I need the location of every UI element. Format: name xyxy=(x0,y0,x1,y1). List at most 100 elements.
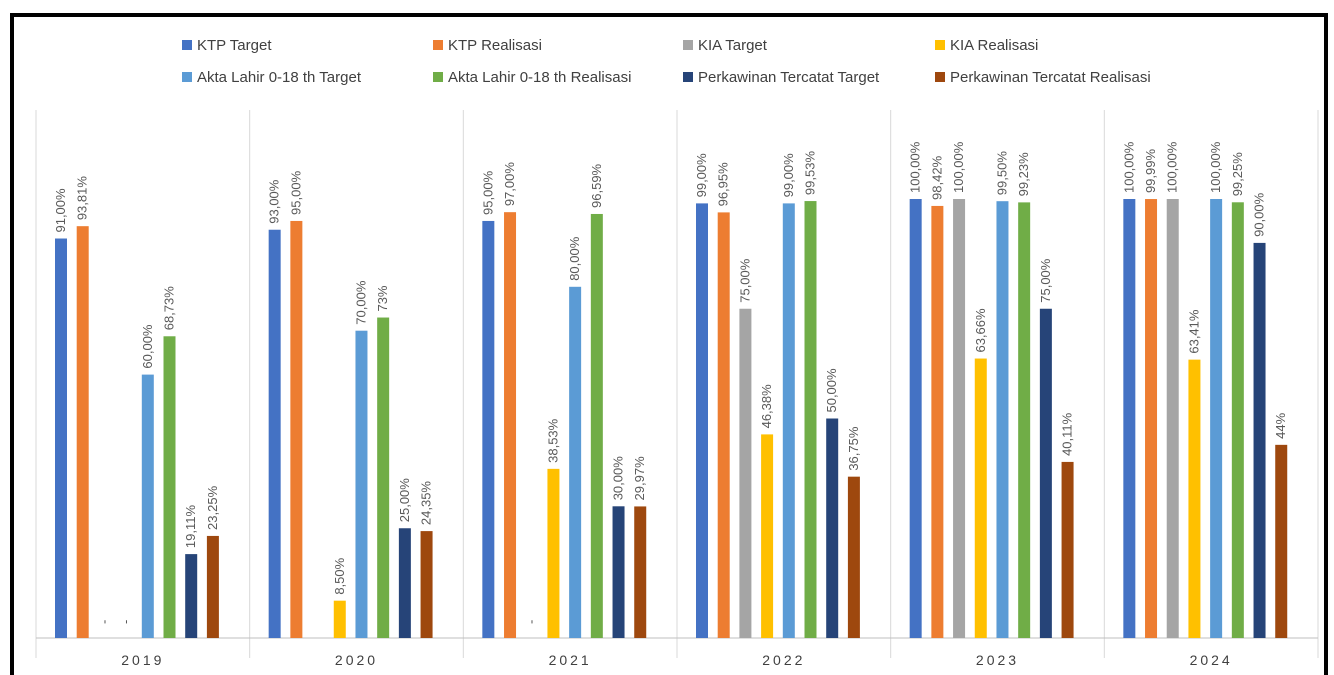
bar xyxy=(504,212,517,639)
legend-label: KTP Realisasi xyxy=(448,37,542,54)
bar xyxy=(185,554,198,638)
bar xyxy=(206,535,219,638)
bar xyxy=(1253,242,1266,638)
legend-swatch xyxy=(182,72,192,82)
bar xyxy=(1061,461,1074,638)
legend-swatch xyxy=(683,72,693,82)
data-label: 99,53% xyxy=(803,151,818,196)
bar xyxy=(804,201,817,638)
data-label: 100,00% xyxy=(908,141,923,193)
bar xyxy=(420,531,433,638)
data-label: 40,11% xyxy=(1060,412,1075,456)
bar xyxy=(1275,444,1288,638)
data-label: 75,00% xyxy=(737,258,752,303)
legend-swatch xyxy=(683,40,693,50)
data-label: 63,66% xyxy=(973,308,988,353)
data-label: - xyxy=(524,620,539,624)
data-label: 93,81% xyxy=(75,176,90,221)
x-tick-label: 2022 xyxy=(762,652,805,668)
data-label: 99,50% xyxy=(994,151,1009,196)
bar xyxy=(953,199,966,638)
data-label: 93,00% xyxy=(267,179,282,224)
bar xyxy=(1231,202,1244,639)
data-label: 90,00% xyxy=(1252,192,1267,237)
data-label: 25,00% xyxy=(397,478,412,523)
legend-label: KTP Target xyxy=(197,37,272,54)
bar xyxy=(739,308,752,638)
data-label: 99,00% xyxy=(781,153,796,198)
bar xyxy=(76,226,89,638)
x-tick-label: 2020 xyxy=(335,652,378,668)
bar xyxy=(1188,359,1201,638)
bar xyxy=(569,286,582,638)
bar xyxy=(782,203,795,638)
data-label: 44% xyxy=(1273,412,1288,438)
legend-label: KIA Realisasi xyxy=(950,37,1038,54)
data-label: 73% xyxy=(375,285,390,311)
legend-label: Akta Lahir 0-18 th Realisasi xyxy=(448,69,631,86)
bar xyxy=(996,201,1009,638)
bar xyxy=(141,374,154,638)
data-label: 99,99% xyxy=(1143,149,1158,194)
data-label: - xyxy=(118,620,133,624)
legend-label: Perkawinan Tercatat Target xyxy=(698,69,880,86)
x-tick-label: 2019 xyxy=(121,652,164,668)
bar xyxy=(1210,199,1223,638)
data-label: 70,00% xyxy=(353,280,368,325)
bar xyxy=(268,229,281,639)
data-label: 68,73% xyxy=(162,286,177,331)
bar xyxy=(1018,202,1031,638)
bar xyxy=(761,434,774,638)
x-tick-label: 2021 xyxy=(549,652,592,668)
bar xyxy=(547,468,560,638)
data-label: 46,38% xyxy=(759,384,774,429)
bar xyxy=(590,213,603,638)
data-label: 100,00% xyxy=(1121,141,1136,193)
data-label: 98,42% xyxy=(929,155,944,200)
data-label: 30,00% xyxy=(611,456,626,501)
data-label: 8,50% xyxy=(332,557,347,594)
data-label: 99,00% xyxy=(694,153,709,198)
legend-swatch xyxy=(935,40,945,50)
data-label: 80,00% xyxy=(567,236,582,281)
legend-swatch xyxy=(433,72,443,82)
x-tick-label: 2024 xyxy=(1190,652,1233,668)
data-label: 100,00% xyxy=(1165,141,1180,193)
bar xyxy=(290,220,303,638)
bar xyxy=(163,336,176,638)
legend-swatch xyxy=(433,40,443,50)
data-label: 29,97% xyxy=(632,456,647,501)
legend-label: Akta Lahir 0-18 th Target xyxy=(197,69,362,86)
data-label: 96,59% xyxy=(589,163,604,208)
legend-swatch xyxy=(935,72,945,82)
data-label: 23,25% xyxy=(205,485,220,530)
data-label: - xyxy=(96,620,111,624)
legend-label: KIA Target xyxy=(698,37,768,54)
x-tick-label: 2023 xyxy=(976,652,1019,668)
bar xyxy=(847,476,860,638)
data-label: 75,00% xyxy=(1038,258,1053,303)
data-label: 100,00% xyxy=(1208,141,1223,193)
data-label: 24,35% xyxy=(419,481,434,526)
bar xyxy=(717,212,730,638)
data-label: 36,75% xyxy=(846,426,861,471)
bar xyxy=(355,330,368,638)
data-label: 95,00% xyxy=(288,170,303,215)
bar xyxy=(909,199,922,638)
legend-label: Perkawinan Tercatat Realisasi xyxy=(950,69,1151,86)
bar xyxy=(1166,199,1179,638)
data-label: 63,41% xyxy=(1186,309,1201,354)
bar xyxy=(333,600,346,638)
bar xyxy=(634,506,647,638)
legend-swatch xyxy=(182,40,192,50)
bar xyxy=(482,220,495,638)
bar xyxy=(1145,199,1158,639)
data-label: 60,00% xyxy=(140,324,155,369)
data-label: 95,00% xyxy=(480,170,495,215)
data-label: 99,25% xyxy=(1230,152,1245,197)
bar xyxy=(1039,308,1052,638)
data-label: 96,95% xyxy=(716,162,731,207)
bar xyxy=(612,506,625,638)
bar xyxy=(55,238,67,638)
